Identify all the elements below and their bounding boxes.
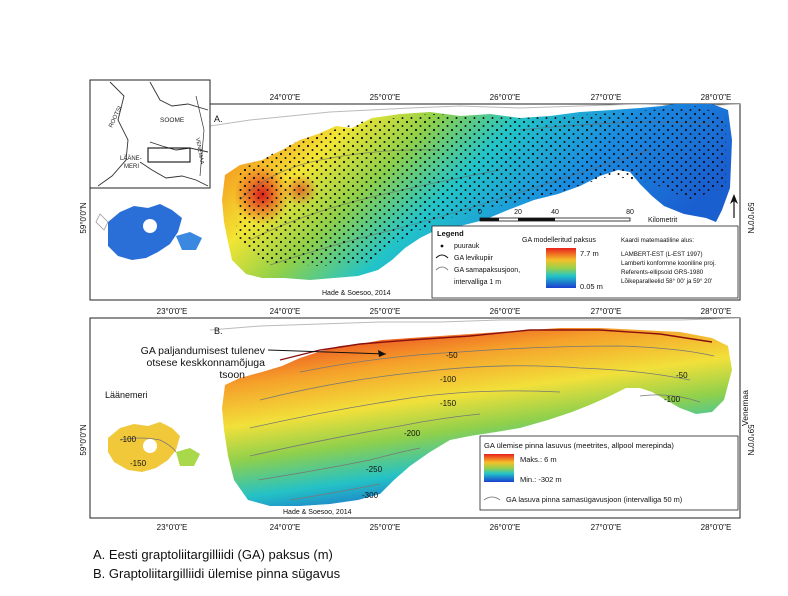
projection-line: Lamberti konformne kooniline proj. [621,260,716,267]
panel-a-lon-label: 24°0'0"E [270,93,301,102]
contour-line-symbol-icon [435,266,449,271]
panel-a-lon-label: 25°0'0"E [370,93,401,102]
borehole-symbol-icon [440,244,444,248]
caption-b: B. Graptoliitargilliidi ülemise pinna sü… [93,566,341,581]
depth-colorbar [484,454,514,482]
panel-b-lon-label: 25°0'0"E [370,307,401,316]
projection-line: Kaardi matemaatiline alus: [621,237,694,244]
panel-a-credit: Hade & Soesoo, 2014 [322,290,391,297]
contour-label: -150 [130,459,147,468]
panel-b-lon-label: 26°0'0"E [490,307,521,316]
legend-item: intervalliga 1 m [454,279,501,286]
bottom-lon-label: 26°0'0"E [490,523,521,532]
bottom-lon-label: 27°0'0"E [591,523,622,532]
inset-extent-box [147,147,191,163]
annotation-leader-line [267,349,387,355]
contour-label: -50 [446,351,458,360]
legend-b-title: GA ülemise pinna lasuvus (meetrites, all… [484,441,674,450]
exposure-annotation: otsese keskkonnamõjuga [147,357,266,369]
scale-unit: Kilometrit [648,217,677,224]
inset-label-russia: VENEMAA [194,137,205,165]
panel-b-legend: GA ülemise pinna lasuvus (meetrites, all… [479,435,739,511]
scale-tick: 80 [626,209,634,216]
coastline-finland [209,104,740,127]
bottom-lon-label: 23°0'0"E [157,523,188,532]
panel-b-lon-label: 28°0'0"E [701,307,732,316]
panel-b-lon-label: 24°0'0"E [270,307,301,316]
legend-b-min: Min.: -302 m [520,475,562,484]
bottom-lon-label: 25°0'0"E [370,523,401,532]
panel-b-lat-label: 59°0'0"N [79,424,88,455]
caption-a: A. Eesti graptoliitargilliidi (GA) paksu… [93,547,333,562]
thickness-surface-islands [108,204,182,260]
inset-label-finland: SOOME [160,117,185,124]
panel-a: ROOTSI SOOME LÄÄNE- MERI VENEMAA A. 24°0… [79,79,755,301]
panel-a-lon-label: 26°0'0"E [490,93,521,102]
contour-label: -50 [676,371,688,380]
depth-surface-mainland [222,328,732,506]
contour-label: -100 [120,435,137,444]
projection-line: Referents-ellipsoid GRS-1980 [621,269,704,276]
panel-a-lat-label: 59°0'0"N [79,202,88,233]
panel-a-lat-label-right: 59°0'0"N [746,202,755,233]
scale-bar: 0 20 40 80 Kilometrit [478,209,677,224]
bottom-lon-label: 24°0'0"E [270,523,301,532]
contour-label: -150 [440,399,457,408]
borehole-points [236,106,726,266]
inset-label-baltic-1: LÄÄNE- [120,155,142,162]
panel-a-label: A. [214,114,223,124]
exposure-annotation: GA paljandumisest tulenev [141,345,266,357]
contour-label: -250 [366,465,383,474]
legend-item: GA samapaksusjoon, [454,267,520,274]
north-arrow-icon [730,194,738,218]
colorbar-max: 7.7 m [580,249,599,258]
colorbar-min: 0.05 m [580,282,603,291]
panel-a-legend: Legend puurauk GA levikupiir GA samapaks… [431,225,739,299]
legend-b-max: Maks.: 6 m [520,455,557,464]
depth-contour-symbol-icon [483,496,501,501]
contour-label: -100 [664,395,681,404]
scale-tick: 0 [478,209,482,216]
bottom-lon-label: 28°0'0"E [701,523,732,532]
colorbar-title: GA modelleritud paksus [522,237,596,244]
contour-label: -300 [362,491,379,500]
panel-b-lon-label: 27°0'0"E [591,307,622,316]
legend-item: puurauk [454,243,480,250]
panel-a-lon-label: 27°0'0"E [591,93,622,102]
exposure-annotation: tsoon [219,369,245,381]
panel-a-lon-label: 28°0'0"E [701,93,732,102]
legend-b-line-label: GA lasuva pinna samasügavusjoon (interva… [506,495,682,504]
panel-b-lon-label: 23°0'0"E [157,307,188,316]
contour-label: -100 [440,375,457,384]
scale-tick: 20 [514,209,522,216]
thickness-colorbar [546,248,576,288]
boundary-line-symbol-icon [435,254,449,259]
inset-locator-map: ROOTSI SOOME LÄÄNE- MERI VENEMAA [89,79,211,189]
panel-b-label: B. [214,326,223,336]
exposure-zone-line [279,329,713,361]
scale-tick: 40 [551,209,559,216]
projection-line: Lõikeparalleelid 58° 00' ja 59° 20' [621,278,712,285]
legend-title: Legend [437,229,464,238]
legend-item: GA levikupiir [454,255,494,262]
russia-label: Venemaa [740,390,750,426]
panel-b: B. 23°0'0"E 24°0'0"E 25°0'0"E 26°0'0"E 2… [79,307,755,519]
panel-b-lat-label-right: 59°0'0"N [746,424,755,455]
sea-label: Läänemeri [105,390,148,400]
projection-line: LAMBERT-EST (L-EST 1997) [621,251,703,258]
contour-label: -200 [404,429,421,438]
inset-label-baltic-2: MERI [124,164,139,170]
annotation-arrowhead-icon [378,350,386,357]
coastline-finland-b [209,318,740,331]
panel-b-credit: Hade & Soesoo, 2014 [283,509,352,516]
